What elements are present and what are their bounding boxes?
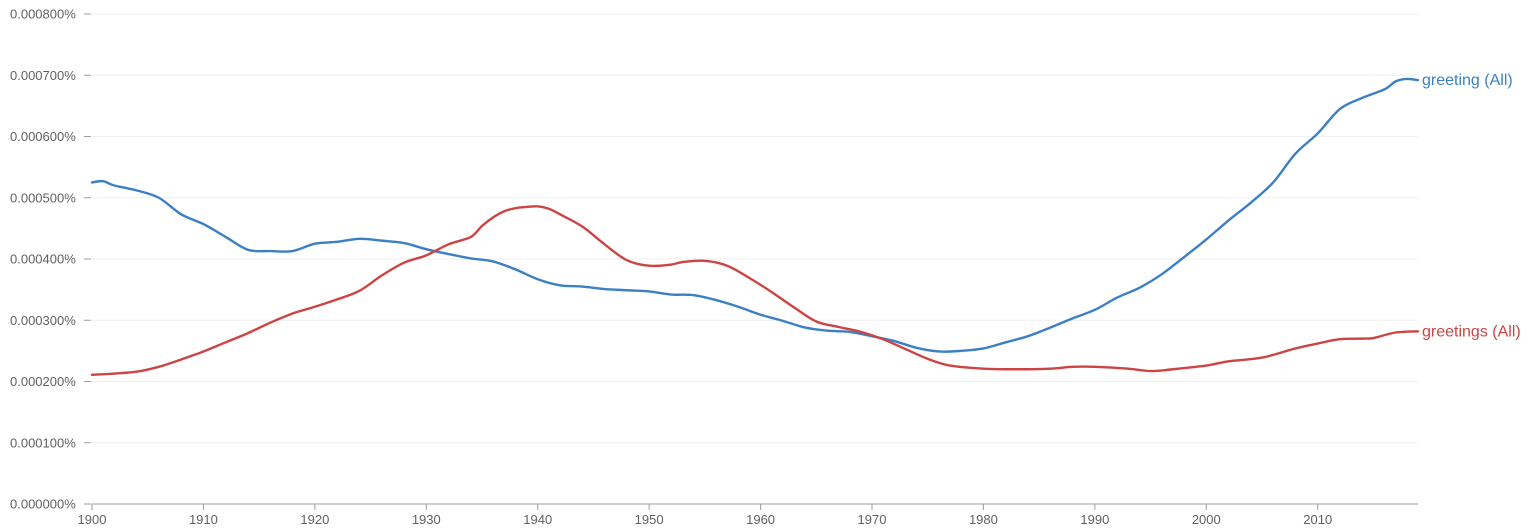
series-label-1[interactable]: greetings (All) (1422, 323, 1521, 340)
x-tick-label: 1940 (523, 512, 552, 527)
y-tick-label: 0.000100% (10, 435, 76, 450)
x-tick-label: 1950 (635, 512, 664, 527)
x-tick-label: 2010 (1303, 512, 1332, 527)
x-tick-label: 1970 (858, 512, 887, 527)
x-tick-label: 1910 (189, 512, 218, 527)
x-axis-tick-labels: 1900 1910 1920 1930 1940 1950 1960 1970 1980 1990… (78, 504, 1332, 527)
y-axis-tick-labels: 0.000000% 0.000100% 0.000200% 0.000300% 0.00… (10, 7, 91, 512)
x-tick-label: 1980 (969, 512, 998, 527)
x-tick-label: 1900 (78, 512, 107, 527)
y-tick-label: 0.000300% (10, 313, 76, 328)
y-tick-label: 0.000400% (10, 252, 76, 267)
y-tick-label: 0.000500% (10, 190, 76, 205)
x-tick-label: 1930 (412, 512, 441, 527)
series-label-0[interactable]: greeting (All) (1422, 72, 1513, 89)
series-line-1[interactable] (90, 205, 1420, 376)
series-lines (90, 77, 1420, 376)
series-labels[interactable]: greeting (All) greetings (All) (1422, 72, 1521, 340)
x-tick-label: 1990 (1080, 512, 1109, 527)
gridlines (92, 13, 1418, 444)
x-tick-label: 1960 (746, 512, 775, 527)
y-tick-label: 0.000800% (10, 7, 76, 22)
x-tick-label: 2000 (1192, 512, 1221, 527)
x-tick-label: 1920 (300, 512, 329, 527)
y-tick-label: 0.000200% (10, 374, 76, 389)
y-tick-label: 0.000600% (10, 129, 76, 144)
y-tick-label: 0.000000% (10, 497, 76, 512)
y-tick-label: 0.000700% (10, 68, 76, 83)
series-line-0[interactable] (90, 77, 1420, 353)
